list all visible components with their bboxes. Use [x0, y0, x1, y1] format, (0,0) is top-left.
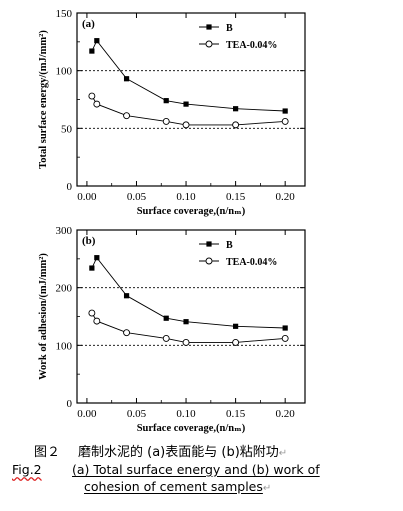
figure: 0.00 0.05 0.10 0.15 0.20 0 50 100 150 (a) Total su…: [38, 8, 306, 434]
y-axis-label: Work of adhesion/(mJ/mm²): [38, 253, 49, 380]
data-point-tea: [162, 117, 170, 125]
data-point-tea: [123, 112, 131, 120]
data-point-tea: [93, 100, 101, 108]
legend-label: B: [226, 23, 233, 34]
plot-frame: [76, 229, 306, 404]
panel-label: (b): [82, 235, 96, 247]
caption-en-line2: cohesion of cement samples: [84, 479, 263, 494]
data-point-b: [89, 48, 95, 54]
data-point-b: [282, 108, 288, 114]
data-point-tea: [123, 329, 131, 337]
data-point-b: [163, 315, 169, 321]
legend-label: TEA-0.04%: [226, 40, 277, 51]
data-point-tea: [93, 317, 101, 325]
x-tick-label: 0.10: [176, 191, 196, 203]
x-tick-label: 0.00: [77, 191, 97, 203]
y-tick-label: 100: [56, 340, 73, 352]
x-tick-label: 0.15: [226, 191, 246, 203]
x-tick-label: 0.20: [276, 408, 296, 420]
caption-zh-label: 图２: [34, 445, 61, 460]
y-tick-label: 0: [67, 181, 73, 193]
y-tick-label: 50: [61, 123, 73, 135]
x-tick-label: 0.10: [176, 408, 196, 420]
legend-marker-b: [206, 24, 212, 30]
data-point-b: [94, 255, 100, 261]
y-tick-label: 100: [56, 66, 73, 78]
caption-zh-text: 磨制水泥的 (a)表面能与 (b)粘附功: [78, 445, 279, 460]
data-point-tea: [162, 334, 170, 342]
y-tick-label: 300: [56, 225, 73, 237]
data-point-tea: [88, 309, 96, 317]
x-tick-label: 0.20: [276, 191, 296, 203]
x-axis-label: Surface coverage,(n/nₘ): [137, 206, 246, 217]
data-point-b: [163, 98, 169, 104]
data-point-b: [123, 293, 130, 299]
plot-frame: [76, 12, 306, 187]
data-point-tea: [232, 339, 240, 346]
panel-label: (a): [82, 18, 95, 30]
panel-a: 0.00 0.05 0.10 0.15 0.20 0 50 100 150 (a) Total su…: [38, 8, 306, 217]
paragraph-mark: ↵: [278, 448, 288, 459]
x-axis-label: Surface coverage,(n/nₘ): [137, 423, 246, 434]
data-point-b: [183, 101, 189, 107]
data-point-b: [123, 76, 130, 82]
legend-label: B: [226, 240, 233, 251]
series-line-tea: [91, 95, 286, 126]
data-point-b: [94, 38, 100, 44]
series-line-b: [91, 256, 286, 329]
y-axis-label: Total surface energy/(mJ/mm²): [38, 30, 49, 169]
series-line-b: [91, 39, 286, 112]
data-point-tea: [281, 334, 289, 342]
data-point-tea: [232, 121, 240, 129]
caption-en-label: Fig.2: [12, 462, 42, 477]
data-point-b: [233, 323, 239, 329]
x-tick-label: 0.05: [127, 191, 147, 203]
legend-marker-tea: [205, 257, 213, 265]
x-tick-label: 0.15: [226, 408, 246, 420]
data-point-tea: [281, 117, 289, 125]
y-tick-label: 200: [56, 283, 73, 295]
data-point-b: [183, 319, 189, 325]
paragraph-mark: ↵: [262, 483, 272, 494]
x-tick-label: 0.05: [127, 408, 147, 420]
data-point-tea: [182, 339, 190, 346]
y-tick-label: 150: [56, 8, 73, 20]
data-point-b: [233, 106, 239, 112]
legend-label: TEA-0.04%: [226, 257, 277, 268]
data-point-b: [89, 265, 95, 271]
caption-en-line1: (a) Total surface energy and (b) work of: [72, 462, 320, 477]
data-point-b: [282, 325, 288, 331]
data-point-tea: [88, 92, 96, 100]
panel-b: 0.00 0.05 0.10 0.15 0.20 0 100 200 300 (b) Work of…: [38, 225, 306, 434]
series-line-tea: [91, 312, 286, 343]
x-tick-label: 0.00: [77, 408, 97, 420]
data-point-tea: [182, 121, 190, 129]
legend-marker-tea: [205, 40, 213, 48]
y-tick-label: 0: [67, 398, 73, 410]
legend-marker-b: [206, 241, 212, 247]
